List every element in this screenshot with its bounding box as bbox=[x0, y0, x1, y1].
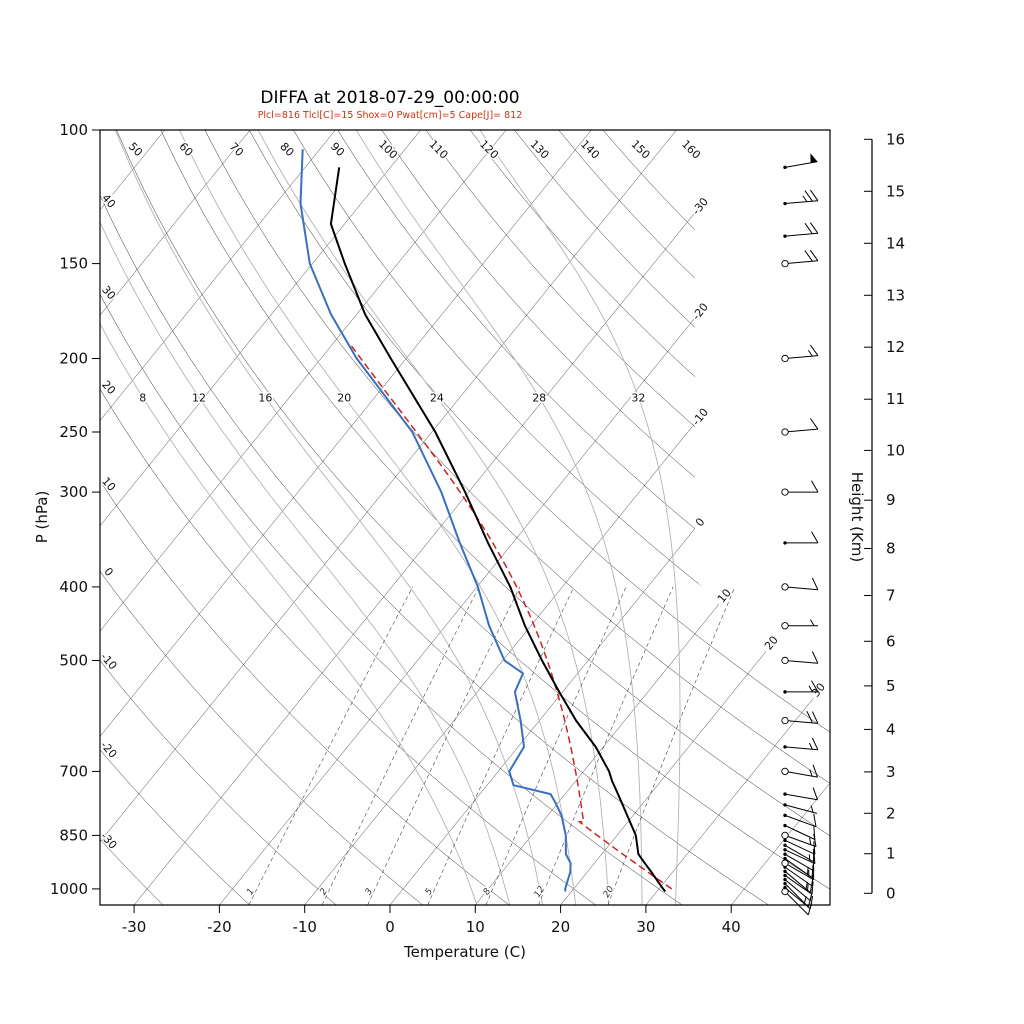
dry-adiabat-lines bbox=[100, 130, 830, 905]
svg-text:-30: -30 bbox=[98, 830, 120, 852]
svg-text:3: 3 bbox=[886, 763, 896, 781]
svg-text:150: 150 bbox=[628, 138, 652, 162]
svg-text:1000: 1000 bbox=[50, 880, 88, 898]
svg-text:32: 32 bbox=[631, 391, 645, 404]
svg-text:40: 40 bbox=[722, 918, 741, 936]
wind-barbs bbox=[781, 153, 819, 916]
svg-text:-30: -30 bbox=[122, 918, 147, 936]
svg-text:-30: -30 bbox=[690, 195, 711, 217]
svg-text:12: 12 bbox=[886, 338, 905, 356]
temperature-curve bbox=[329, 167, 667, 893]
svg-text:500: 500 bbox=[59, 652, 88, 670]
svg-text:11: 11 bbox=[886, 390, 905, 408]
temperature-axis: -30 -20 -10 0 10 20 30 40 Temperature (C) bbox=[122, 905, 741, 961]
svg-text:70: 70 bbox=[227, 140, 246, 159]
svg-text:200: 200 bbox=[59, 350, 88, 368]
dewpoint-curve bbox=[299, 149, 572, 892]
svg-text:2: 2 bbox=[318, 887, 330, 897]
mixing-ratio-lines bbox=[248, 586, 736, 905]
svg-text:20: 20 bbox=[99, 378, 118, 397]
chart-title: DIFFA at 2018-07-29_00:00:00 bbox=[260, 88, 520, 108]
svg-text:7: 7 bbox=[886, 587, 896, 605]
svg-text:Height (Km): Height (Km) bbox=[848, 472, 866, 563]
pressure-axis: 100 150 200 250 300 400 500 700 850 1000 P (hPa) bbox=[33, 121, 100, 898]
svg-text:12: 12 bbox=[192, 391, 206, 404]
svg-text:60: 60 bbox=[176, 140, 195, 159]
svg-text:-10: -10 bbox=[98, 650, 120, 672]
svg-text:16: 16 bbox=[886, 130, 905, 148]
chart-subtitle: Plcl=816 Tlcl[C]=15 Shox=0 Pwat[cm]=5 Ca… bbox=[257, 110, 523, 121]
svg-text:30: 30 bbox=[636, 918, 655, 936]
svg-text:1: 1 bbox=[245, 887, 257, 897]
svg-text:850: 850 bbox=[59, 826, 88, 844]
svg-text:150: 150 bbox=[59, 255, 88, 273]
svg-text:13: 13 bbox=[886, 286, 905, 304]
svg-text:9: 9 bbox=[886, 491, 896, 509]
svg-text:15: 15 bbox=[886, 182, 905, 200]
svg-text:6: 6 bbox=[886, 632, 896, 650]
parcel-curve bbox=[348, 342, 673, 890]
svg-text:-20: -20 bbox=[207, 918, 232, 936]
svg-text:100: 100 bbox=[376, 138, 400, 162]
svg-text:100: 100 bbox=[59, 121, 88, 139]
svg-text:110: 110 bbox=[426, 138, 450, 162]
svg-text:-20: -20 bbox=[98, 739, 120, 761]
svg-text:30: 30 bbox=[99, 283, 118, 302]
svg-text:20: 20 bbox=[602, 884, 617, 899]
svg-text:80: 80 bbox=[277, 140, 296, 159]
svg-text:90: 90 bbox=[328, 140, 347, 159]
svg-text:-10: -10 bbox=[292, 918, 317, 936]
svg-text:2: 2 bbox=[886, 804, 896, 822]
svg-text:20: 20 bbox=[337, 391, 351, 404]
svg-text:24: 24 bbox=[430, 391, 444, 404]
svg-text:8: 8 bbox=[886, 540, 896, 558]
svg-text:130: 130 bbox=[527, 138, 551, 162]
svg-text:0: 0 bbox=[385, 918, 395, 936]
plot-border bbox=[99, 129, 831, 906]
svg-text:Temperature (C): Temperature (C) bbox=[403, 943, 526, 961]
svg-text:10: 10 bbox=[466, 918, 485, 936]
svg-text:0: 0 bbox=[101, 565, 115, 579]
svg-text:160: 160 bbox=[679, 138, 703, 162]
svg-text:5: 5 bbox=[886, 677, 896, 695]
svg-text:12: 12 bbox=[533, 884, 548, 899]
moist-adiabat-lines bbox=[100, 130, 681, 905]
svg-text:4: 4 bbox=[886, 720, 896, 738]
svg-text:5: 5 bbox=[424, 887, 436, 897]
svg-text:0: 0 bbox=[886, 884, 896, 902]
svg-text:10: 10 bbox=[715, 586, 734, 605]
svg-text:P (hPa): P (hPa) bbox=[33, 491, 51, 544]
svg-text:300: 300 bbox=[59, 483, 88, 501]
svg-text:400: 400 bbox=[59, 578, 88, 596]
svg-text:20: 20 bbox=[762, 633, 781, 652]
svg-text:250: 250 bbox=[59, 423, 88, 441]
svg-text:1: 1 bbox=[886, 845, 896, 863]
svg-text:8: 8 bbox=[139, 391, 146, 404]
grid-lines bbox=[100, 130, 830, 905]
svg-text:140: 140 bbox=[578, 138, 602, 162]
svg-text:16: 16 bbox=[258, 391, 272, 404]
svg-text:10: 10 bbox=[886, 441, 905, 459]
svg-text:0: 0 bbox=[693, 515, 708, 529]
svg-text:120: 120 bbox=[477, 138, 501, 162]
svg-text:-20: -20 bbox=[690, 301, 711, 323]
svg-text:10: 10 bbox=[99, 475, 118, 494]
isotherm-lines bbox=[100, 130, 830, 905]
svg-text:14: 14 bbox=[886, 234, 905, 252]
svg-text:50: 50 bbox=[126, 140, 145, 159]
svg-text:3: 3 bbox=[364, 887, 376, 897]
svg-text:700: 700 bbox=[59, 762, 88, 780]
svg-text:20: 20 bbox=[551, 918, 570, 936]
svg-text:28: 28 bbox=[532, 391, 546, 404]
